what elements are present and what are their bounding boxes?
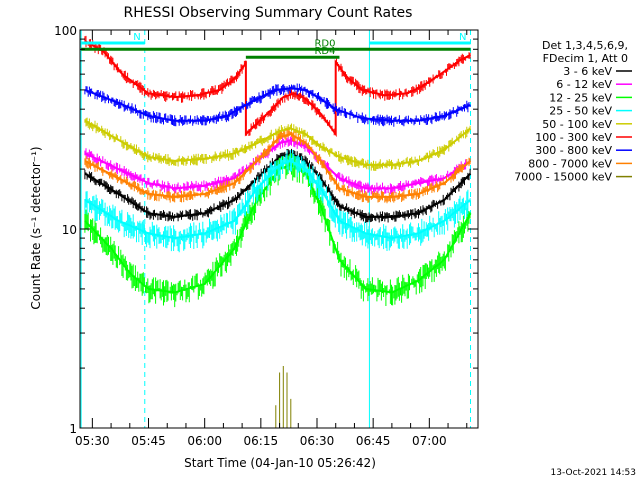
series-noise-4 (84, 149, 471, 253)
axes: 1 10 100 05:30 05:45 06:00 06:15 06:30 06:45 07:0… (54, 24, 479, 448)
generation-timestamp: 13-Oct-2021 14:53 (550, 468, 636, 478)
x-tick-label: 05:30 (75, 434, 110, 448)
x-tick-label: 06:00 (187, 434, 222, 448)
series-line-5 (84, 119, 472, 166)
annotation-label-3: RD0 (314, 38, 335, 49)
legend-header-2: FDecim 1, Att 0 (543, 52, 628, 65)
legend: Det 1,3,4,5,6,9,FDecim 1, Att 03 - 6 keV… (514, 39, 632, 184)
x-tick-label: 06:15 (244, 434, 279, 448)
legend-label-1: 3 - 6 keV (563, 65, 612, 78)
annotation-label-1: N (133, 32, 140, 43)
series-noise-9 (275, 366, 292, 428)
x-tick-label: 05:45 (131, 434, 166, 448)
legend-label-5: 50 - 100 keV (542, 118, 612, 131)
legend-label-7: 300 - 800 keV (535, 144, 612, 157)
series-line-6 (84, 40, 471, 138)
y-axis-label: Count Rate (s⁻¹ detector⁻¹) (29, 146, 43, 309)
x-tick-label: 06:45 (356, 434, 391, 448)
series-line-7 (84, 87, 471, 122)
legend-label-4: 25 - 50 keV (549, 105, 612, 118)
legend-label-9: 7000 - 15000 keV (514, 171, 612, 184)
x-tick-label: 07:00 (412, 434, 447, 448)
x-axis-label: Start Time (04-Jan-10 05:26:42) (184, 456, 376, 470)
legend-header-1: Det 1,3,4,5,6,9, (542, 39, 628, 52)
legend-label-8: 800 - 7000 keV (528, 157, 612, 170)
y-tick-label: 100 (54, 24, 77, 38)
series-line-2 (84, 138, 472, 190)
legend-label-2: 6 - 12 keV (556, 78, 612, 91)
annotation-label-4: RD4 (314, 46, 335, 57)
series-line-4 (84, 159, 472, 240)
series-line-3 (84, 163, 472, 294)
annotation-label-2: N (459, 32, 466, 43)
series-line-8 (84, 133, 472, 198)
y-tick-label: 10 (62, 223, 77, 237)
y-tick-label: 1 (69, 422, 77, 436)
legend-label-3: 12 - 25 keV (549, 91, 612, 104)
legend-label-6: 100 - 300 keV (535, 131, 612, 144)
chart-title: RHESSI Observing Summary Count Rates (124, 5, 413, 21)
x-tick-label: 06:30 (300, 434, 335, 448)
